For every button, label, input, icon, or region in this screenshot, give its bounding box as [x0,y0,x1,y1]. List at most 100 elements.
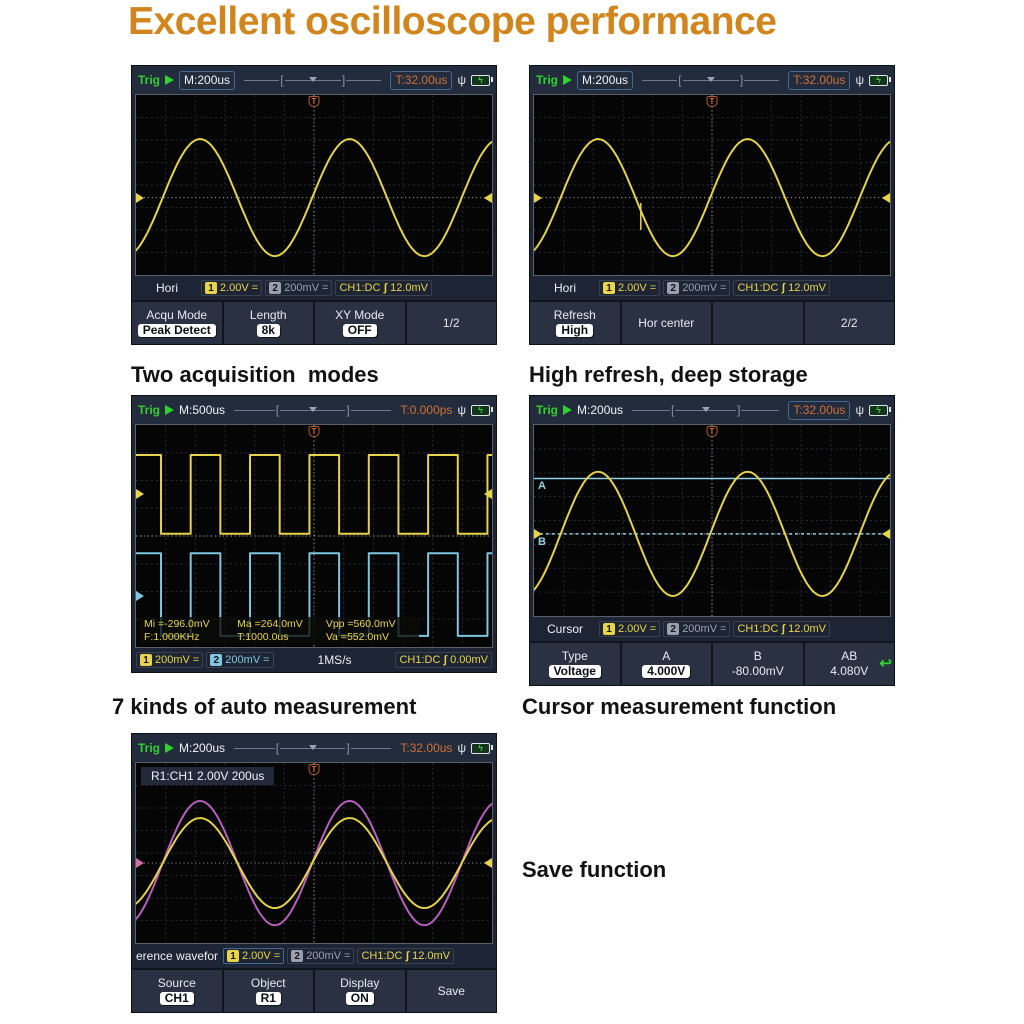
trigger-level-marker [136,192,144,203]
channel2-coupling: = [720,282,727,294]
page-title: Excellent oscilloscope performance [128,0,777,43]
caption-two-acquisition-modes: Two acquisition modes [131,362,379,387]
oscilloscope-panel-measurement: Trig M:500us [] T:0.000ps ψ ϟ T Mi =-296… [131,395,497,673]
channel1-badge: 1 [227,950,239,962]
channel1-badge: 1 [603,623,615,635]
channel1-readout[interactable]: 1 2.00V = [599,621,661,637]
usb-icon: ψ [855,73,864,87]
channel1-coupling: = [649,282,657,294]
status-bar: Hori 1 2.00V = 2 200mV = CH1:DC ʃ 12.0mV [530,276,894,300]
trigger-status: Trig [536,73,559,87]
active-menu-label: Cursor [546,622,583,636]
battery-icon: ϟ [471,74,493,86]
measurement-overlay: Mi =-296.0mV Ma =264.0mV Vpp =560.0mV F:… [140,617,419,645]
caption-cursor-measurement: Cursor measurement function [522,694,837,719]
channel2-readout[interactable]: 2 200mV = [265,280,333,296]
channel2-badge: 2 [210,654,223,666]
menu-item-cursor-ab[interactable]: AB 4.080V [804,643,894,685]
trigger-level-marker [484,192,492,203]
measurement-max: Ma =264.0mV [237,618,303,630]
caption-high-refresh: High refresh, deep storage [529,362,808,387]
scope-header: Trig M:200us [] T:32.00us ψ ϟ [530,66,894,94]
trigger-source: CH1:DC [737,282,779,294]
trigger-readout: CH1:DC ʃ 12.0mV [733,280,831,296]
charging-bolt-icon: ϟ [478,404,483,415]
channel1-badge: 1 [205,282,217,294]
trigger-level-marker [534,192,542,203]
menu-item-object[interactable]: Object R1 [223,970,313,1012]
timebase-readout: M:200us [577,403,624,417]
channel1-readout[interactable]: 1 2.00V = [599,280,661,296]
channel1-coupling: = [273,950,281,962]
menu-item-save[interactable]: Save [406,970,496,1012]
waveform-plot [534,95,890,275]
oscilloscope-panel-save: Trig M:200us [] T:32.00us ψ ϟ T R1:CH1 2… [131,733,497,1013]
horizontal-position-indicator: [] [244,74,382,86]
menu-item-type[interactable]: Type Voltage [530,643,620,685]
trigger-level-value: 12.0mV [788,282,827,294]
channel2-readout[interactable]: 2 200mV = [663,621,731,637]
menu-item-page[interactable]: 1/2 [406,302,496,344]
channel2-readout[interactable]: 2 200mV = [287,948,355,964]
channel2-readout[interactable]: 2 200mV = [206,652,274,668]
channel1-scale: 200mV [155,654,190,666]
menu-item-cursor-b[interactable]: B -80.00mV [713,643,803,685]
rising-edge-icon: ʃ [781,282,786,294]
menu-item-cursor-a[interactable]: A 4.000V [621,643,711,685]
rising-edge-icon: ʃ [781,623,786,635]
scope-header: Trig M:200us [] T:32.00us ψ ϟ [132,66,496,94]
menu-item-xy-mode[interactable]: XY Mode OFF [315,302,405,344]
trigger-level-marker [136,590,144,601]
menu-item-source[interactable]: Source CH1 [132,970,222,1012]
menu-item-length[interactable]: Length 8k [223,302,313,344]
oscilloscope-panel-cursor: Trig M:200us [] T:32.00us ψ ϟ T A B Curso… [529,395,895,686]
waveform-plot [136,763,492,943]
trigger-readout: CH1:DC ʃ 12.0mV [357,948,455,964]
charging-bolt-icon: ϟ [478,742,483,753]
waveform-plot [136,425,492,647]
timebase-readout: M:200us [577,70,634,90]
run-icon [563,75,573,85]
charging-bolt-icon: ϟ [478,74,483,85]
waveform-plot [534,425,890,616]
channel2-scale: 200mV [682,623,718,635]
trigger-source: CH1:DC [361,950,403,962]
run-icon [563,405,573,415]
trigger-level-value: 12.0mV [788,623,827,635]
channel1-scale: 2.00V [242,950,271,962]
menu-item-hor-center[interactable]: Hor center [621,302,711,344]
usb-icon: ψ [855,403,864,417]
channel1-readout[interactable]: 1 200mV = [136,652,204,668]
soft-menu: Acqu Mode Peak Detect Length 8k XY Mode OFF… [132,300,496,344]
trigger-time-readout: T:32.00us [788,400,851,420]
menu-item-acqu-mode[interactable]: Acqu Mode Peak Detect [132,302,222,344]
timebase-readout: M:500us [179,403,226,417]
trigger-level-marker [484,858,492,869]
channel1-coupling: = [251,282,259,294]
channel2-readout[interactable]: 2 200mV = [663,280,731,296]
channel2-coupling: = [263,654,270,666]
trigger-source: CH1:DC [737,623,779,635]
menu-item-page[interactable]: 2/2 [804,302,894,344]
menu-item-display[interactable]: Display ON [315,970,405,1012]
channel1-readout[interactable]: 1 2.00V = [223,948,285,964]
measurement-va: Va =552.0mV [325,631,389,643]
return-icon[interactable]: ↩ [879,655,892,672]
active-menu-label: Hori [553,281,576,295]
position-arrow-icon [701,406,710,412]
trigger-position-marker: T [308,764,320,775]
scope-header: Trig M:500us [] T:0.000ps ψ ϟ [132,396,496,424]
cursor-b-label: B [538,535,546,548]
menu-item-refresh[interactable]: Refresh High [530,302,620,344]
position-arrow-icon [308,406,317,412]
cursor-a-label: A [538,480,546,493]
trigger-readout: CH1:DC ʃ 12.0mV [335,280,433,296]
caption-save-function: Save function [522,857,667,882]
channel1-readout[interactable]: 1 2.00V = [201,280,263,296]
caption-auto-measurement: 7 kinds of auto measurement [112,694,417,719]
soft-menu: Type Voltage A 4.000V B -80.00mV AB 4.080V ↩ [530,641,894,685]
channel2-scale: 200mV [682,282,718,294]
status-bar: Hori 1 2.00V = 2 200mV = CH1:DC ʃ 12.0mV [132,276,496,300]
horizontal-position-indicator: [] [642,74,780,86]
scope-header: Trig M:200us [] T:32.00us ψ ϟ [530,396,894,424]
